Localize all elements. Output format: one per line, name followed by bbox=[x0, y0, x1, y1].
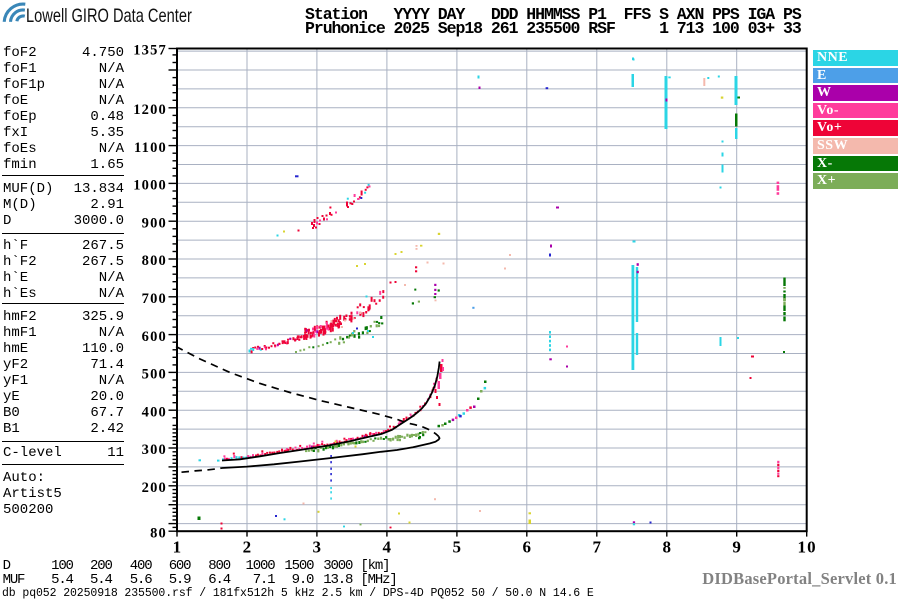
svg-text:4: 4 bbox=[383, 538, 393, 557]
svg-text:80: 80 bbox=[150, 525, 167, 541]
svg-text:800: 800 bbox=[142, 253, 167, 269]
svg-text:8: 8 bbox=[662, 538, 672, 557]
svg-text:300: 300 bbox=[142, 442, 167, 458]
svg-text:10: 10 bbox=[797, 538, 816, 557]
svg-text:6: 6 bbox=[522, 538, 532, 557]
svg-text:600: 600 bbox=[142, 329, 167, 345]
svg-text:9: 9 bbox=[732, 538, 742, 557]
svg-text:1357: 1357 bbox=[133, 43, 167, 59]
svg-text:500: 500 bbox=[142, 367, 167, 383]
svg-text:1100: 1100 bbox=[134, 140, 167, 156]
svg-text:7: 7 bbox=[592, 538, 602, 557]
svg-text:400: 400 bbox=[142, 404, 167, 420]
svg-text:1: 1 bbox=[173, 538, 183, 557]
svg-text:200: 200 bbox=[142, 480, 167, 496]
svg-text:1200: 1200 bbox=[133, 102, 167, 118]
svg-text:1000: 1000 bbox=[133, 178, 167, 194]
svg-text:3: 3 bbox=[313, 538, 323, 557]
svg-text:900: 900 bbox=[142, 215, 167, 231]
svg-text:700: 700 bbox=[142, 291, 167, 307]
svg-text:5: 5 bbox=[453, 538, 463, 557]
svg-text:2: 2 bbox=[243, 538, 253, 557]
